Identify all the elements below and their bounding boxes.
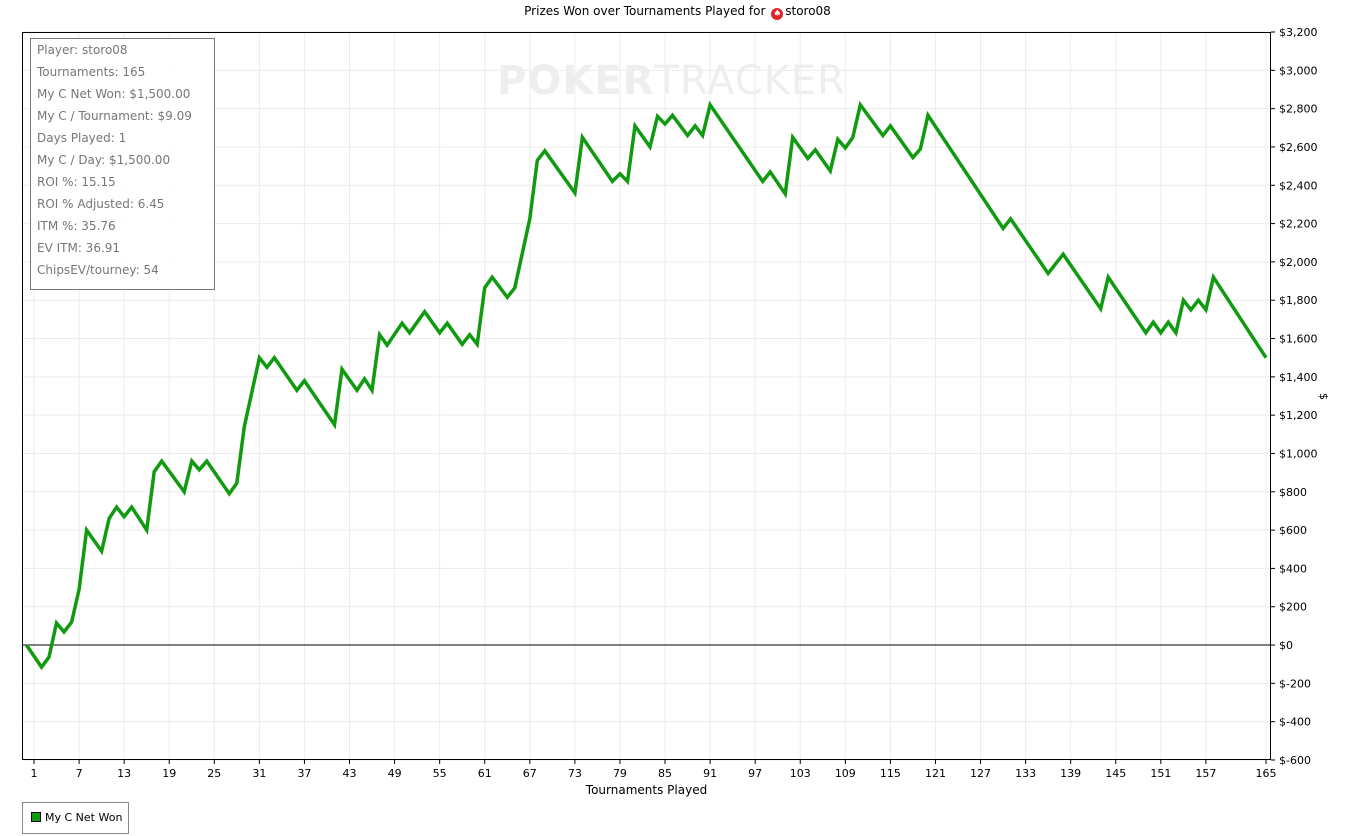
x-tick-label: 61 bbox=[478, 767, 492, 780]
x-tick-label: 121 bbox=[925, 767, 946, 780]
x-tick-label: 97 bbox=[748, 767, 762, 780]
pokertracker-watermark: POKERTRACKER bbox=[497, 58, 846, 104]
series bbox=[25, 100, 1268, 671]
x-tick-label: 67 bbox=[523, 767, 537, 780]
stat-line: ROI %: 15.15 bbox=[37, 175, 116, 189]
x-tick-label: 49 bbox=[388, 767, 402, 780]
x-tick-label: 7 bbox=[76, 767, 83, 780]
stat-line: Tournaments: 165 bbox=[37, 65, 146, 79]
y-tick-label: $400 bbox=[1279, 562, 1307, 575]
stat-line: My C / Tournament: $9.09 bbox=[37, 109, 192, 123]
x-tick-label: 165 bbox=[1256, 767, 1277, 780]
x-tick-label: 1 bbox=[31, 767, 38, 780]
y-axis-label: $ bbox=[1317, 393, 1330, 400]
y-tick-label: $3,000 bbox=[1279, 64, 1318, 77]
x-tick-label: 145 bbox=[1105, 767, 1126, 780]
y-tick-label: $1,600 bbox=[1279, 333, 1318, 346]
x-tick-label: 157 bbox=[1195, 767, 1216, 780]
stat-line: Days Played: 1 bbox=[37, 131, 127, 145]
y-tick-label: $-200 bbox=[1279, 677, 1311, 690]
y-tick-label: $2,600 bbox=[1279, 141, 1318, 154]
y-tick-label: $2,800 bbox=[1279, 103, 1318, 116]
stat-line: EV ITM: 36.91 bbox=[37, 241, 121, 255]
x-tick-label: 109 bbox=[835, 767, 856, 780]
stat-line: ChipsEV/tourney: 54 bbox=[37, 263, 159, 277]
stat-line: My C / Day: $1,500.00 bbox=[37, 153, 171, 167]
stat-line: ITM %: 35.76 bbox=[37, 219, 116, 233]
x-axis-ticks: 1 7 13 19 25 31 37 43 49 55 61 67 73 79 85 91 97 103 109 11… bbox=[31, 760, 1277, 780]
x-tick-label: 31 bbox=[252, 767, 266, 780]
x-tick-label: 133 bbox=[1015, 767, 1036, 780]
x-tick-label: 127 bbox=[970, 767, 991, 780]
x-tick-label: 25 bbox=[207, 767, 221, 780]
x-tick-label: 85 bbox=[658, 767, 672, 780]
y-tick-label: $2,400 bbox=[1279, 179, 1318, 192]
y-tick-label: $800 bbox=[1279, 486, 1307, 499]
y-tick-label: $1,200 bbox=[1279, 409, 1318, 422]
y-tick-label: $0 bbox=[1279, 639, 1293, 652]
y-tick-label: $-600 bbox=[1279, 754, 1311, 767]
stats-box: Player: storo08 Tournaments: 165 My C Net … bbox=[30, 38, 215, 290]
y-tick-label: $1,000 bbox=[1279, 447, 1318, 460]
legend-label: My C Net Won bbox=[45, 811, 123, 824]
x-tick-label: 55 bbox=[433, 767, 447, 780]
y-tick-label: $1,400 bbox=[1279, 371, 1318, 384]
y-tick-label: $600 bbox=[1279, 524, 1307, 537]
x-tick-label: 19 bbox=[162, 767, 176, 780]
x-tick-label: 139 bbox=[1060, 767, 1081, 780]
x-tick-label: 79 bbox=[613, 767, 627, 780]
x-tick-label: 13 bbox=[117, 767, 131, 780]
y-tick-label: $3,200 bbox=[1279, 26, 1318, 39]
legend-swatch bbox=[31, 812, 41, 822]
red-spade-icon: ♠ bbox=[771, 8, 784, 20]
y-tick-label: $-400 bbox=[1279, 716, 1311, 729]
y-axis-ticks: $3,200 $3,000 $2,800 $2,600 $2,400 $2,200 $2,0… bbox=[1271, 26, 1318, 767]
y-tick-label: $2,000 bbox=[1279, 256, 1318, 269]
x-tick-label: 103 bbox=[790, 767, 811, 780]
y-tick-label: $2,200 bbox=[1279, 218, 1318, 231]
y-tick-label: $200 bbox=[1279, 601, 1307, 614]
stat-line: Player: storo08 bbox=[37, 43, 128, 57]
x-tick-label: 37 bbox=[297, 767, 311, 780]
y-tick-label: $1,800 bbox=[1279, 294, 1318, 307]
x-tick-label: 43 bbox=[343, 767, 357, 780]
stat-line: My C Net Won: $1,500.00 bbox=[37, 87, 191, 101]
x-tick-label: 91 bbox=[703, 767, 717, 780]
x-axis-label: Tournaments Played bbox=[585, 783, 708, 797]
x-tick-label: 151 bbox=[1150, 767, 1171, 780]
x-tick-label: 73 bbox=[568, 767, 582, 780]
chart-title: Prizes Won over Tournaments Played for ♠… bbox=[524, 4, 831, 20]
x-tick-label: 115 bbox=[880, 767, 901, 780]
legend: My C Net Won bbox=[22, 802, 129, 834]
stat-line: ROI % Adjusted: 6.45 bbox=[37, 197, 165, 211]
plot-border bbox=[22, 32, 1271, 760]
